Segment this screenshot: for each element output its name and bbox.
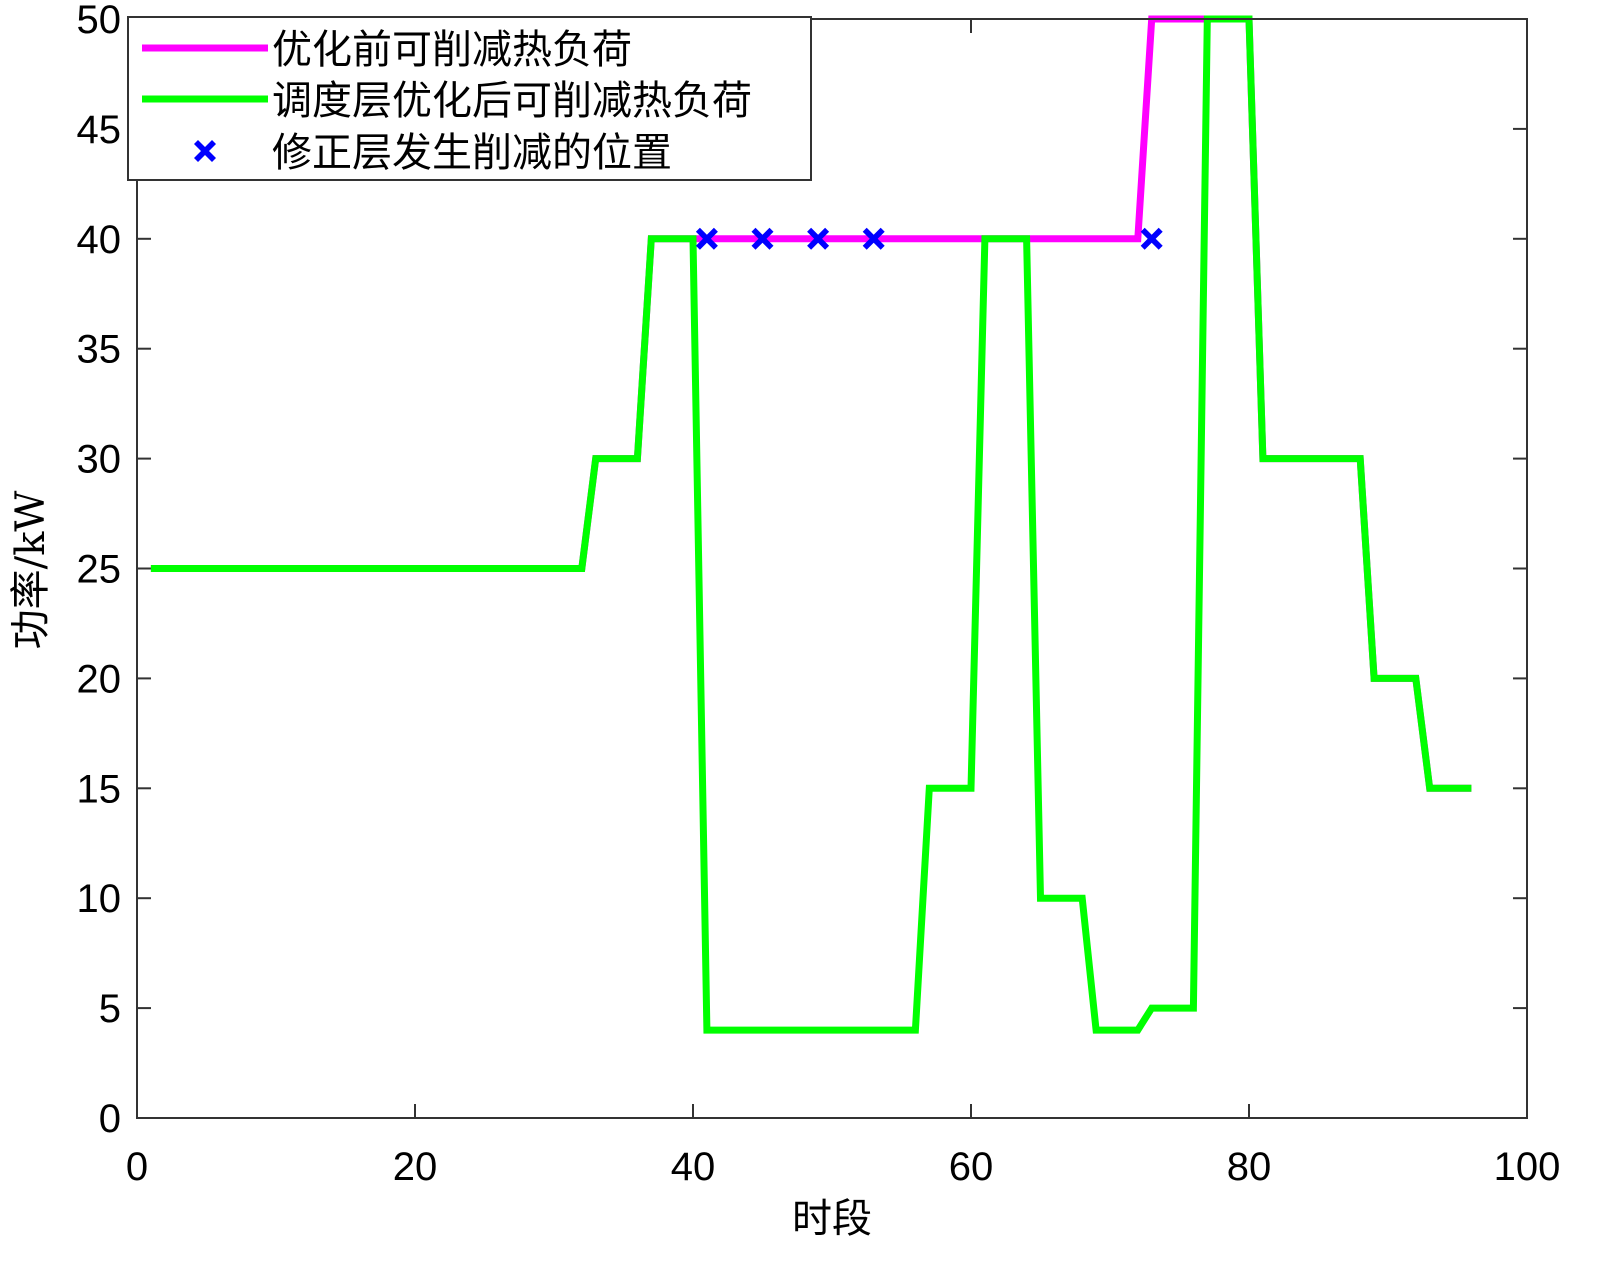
series-line-after	[150, 15, 1472, 1034]
legend-label-before: 优化前可削减热负荷	[272, 27, 632, 73]
x-tick-label: 20	[393, 1145, 438, 1189]
reduction-marker	[862, 227, 885, 250]
x-tick-label: 0	[126, 1145, 148, 1189]
x-tick-label: 100	[1494, 1145, 1561, 1189]
legend: 优化前可削减热负荷 调度层优化后可削减热负荷 修正层发生削减的位置	[127, 16, 812, 181]
reduction-marker	[807, 227, 830, 250]
legend-label-markers: 修正层发生削减的位置	[272, 130, 672, 176]
x-tick-label: 60	[949, 1145, 994, 1189]
x-axis-label: 时段	[792, 1196, 872, 1242]
reduction-marker	[695, 227, 718, 250]
y-tick-label: 50	[77, 0, 122, 42]
y-tick-label: 30	[77, 438, 122, 482]
y-tick-label: 45	[77, 108, 122, 152]
y-tick-label: 0	[99, 1097, 121, 1141]
y-tick-label: 35	[77, 328, 122, 372]
y-tick-label: 5	[99, 987, 121, 1031]
axis-ticks: 0 20 40 60 80 100 0 5 10 15 20 25 30 35 40 45 50	[77, 0, 1561, 1189]
x-tick-label: 80	[1227, 1145, 1272, 1189]
y-tick-label: 10	[77, 877, 122, 921]
y-tick-label: 20	[77, 657, 122, 701]
plot-frame	[136, 18, 1528, 1119]
y-axis-label: 功率/kW	[8, 491, 54, 650]
reduction-marker	[751, 227, 774, 250]
reduction-marker	[1140, 227, 1163, 250]
y-tick-label: 15	[77, 767, 122, 811]
legend-marker-icon	[194, 140, 216, 162]
y-tick-label: 40	[77, 218, 122, 262]
y-tick-label: 25	[77, 548, 122, 592]
x-tick-label: 40	[671, 1145, 716, 1189]
legend-label-after: 调度层优化后可削减热负荷	[272, 78, 752, 124]
